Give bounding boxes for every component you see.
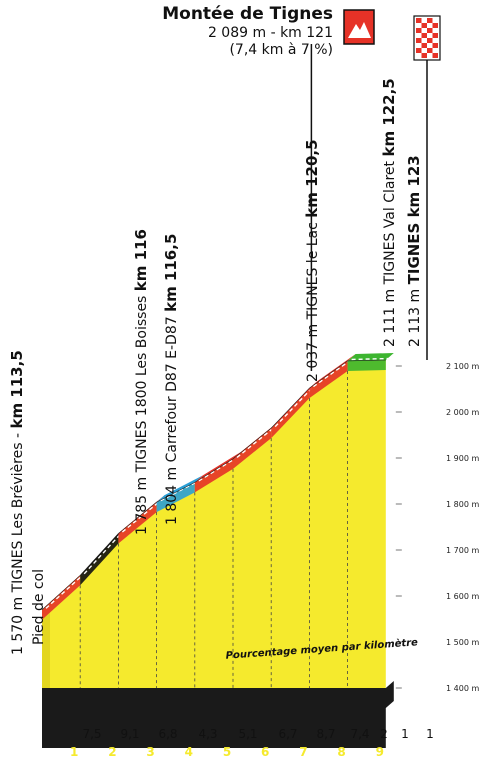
gradient-label: 6,7 (278, 727, 297, 741)
finish-flag-square (421, 23, 427, 28)
road-edge-1 (42, 575, 81, 620)
km-label: 9 (376, 745, 384, 759)
road-edge-4 (156, 482, 195, 513)
finish-flag-square (427, 48, 433, 53)
finish-flag-square (427, 28, 433, 33)
gradient-label: 1 (426, 727, 434, 741)
profile-outline (41, 359, 386, 611)
road-segment-4 (156, 475, 203, 503)
y-tick-label: 1 500 m (446, 638, 479, 647)
gradient-label: 1 (401, 727, 409, 741)
finish-flag-square (416, 48, 422, 53)
waypoint-carrefour-d87: 1 804 m Carrefour D87 E-D87 km 116,5 (162, 233, 180, 525)
km-label: 7 (299, 745, 307, 759)
km-label: 3 (146, 745, 154, 759)
finish-flag-icon (413, 15, 441, 61)
km-label: 4 (185, 745, 193, 759)
finish-flag-square (416, 18, 422, 23)
road-centerline-5 (198, 456, 238, 482)
finish-flag-square (416, 28, 422, 33)
finish-flag-square (421, 43, 427, 48)
y-tick-label: 1 700 m (446, 546, 479, 555)
finish-flag-square (432, 23, 438, 28)
waypoint-tignes-le-lac: 2 037 m TIGNES le Lac km 120,5 (303, 139, 321, 382)
summit-name: Montée de Tignes (162, 4, 333, 24)
road-centerline-2 (83, 531, 123, 575)
gradient-label: 6,8 (158, 727, 177, 741)
finish-flag-square (421, 33, 427, 38)
road-edge-5 (194, 458, 233, 493)
summit-details: 2 089 m - km 121 (7,4 km à 7 %) (208, 25, 333, 59)
gradient-label: 2 (380, 727, 388, 741)
finish-flag-square (421, 53, 427, 58)
finish-flag-square (432, 33, 438, 38)
gradient-label: 8,7 (316, 727, 335, 741)
base-bar (42, 688, 386, 748)
finish-flag-square (416, 38, 422, 43)
road-centerline-9 (351, 357, 390, 361)
road-centerline-6 (236, 426, 276, 458)
finish-flag-square (427, 38, 433, 43)
profile-area (42, 360, 386, 688)
waypoint-les-boisses: 1 785 m TIGNES 1800 Les Boisses km 116 (132, 229, 150, 535)
km-label: 8 (337, 745, 345, 759)
waypoint-pied-de-col: Pied de col (31, 568, 47, 645)
gradient-label: 7,4 (350, 727, 369, 741)
y-tick-label: 1 400 m (446, 684, 479, 693)
summit-climb: (7,4 km à 7 %) (229, 42, 333, 58)
road-edge-9 (347, 360, 386, 371)
profile-side (42, 602, 50, 688)
km-label: 1 (70, 745, 78, 759)
gradient-label: 7,5 (82, 727, 101, 741)
waypoint-finish: 2 113 m TIGNES km 123 (405, 155, 423, 347)
y-tick-label: 1 900 m (446, 454, 479, 463)
km-label: 6 (261, 745, 269, 759)
y-tick-label: 2 000 m (446, 408, 479, 417)
summit-altitude-km: 2 089 m - km 121 (207, 25, 333, 41)
waypoint-val-claret: 2 111 m TIGNES Val Claret km 122,5 (380, 78, 398, 347)
road-edge-8 (309, 360, 348, 399)
road-centerline-4 (160, 480, 200, 502)
finish-flag-square (432, 43, 438, 48)
gradient-label: 9,1 (120, 727, 139, 741)
waypoint-les-brevieres: 1 570 m TIGNES Les Brévières - km 113,5 (8, 350, 26, 655)
km-label: 2 (108, 745, 116, 759)
finish-flag-square (432, 53, 438, 58)
road-segment-5 (194, 451, 241, 483)
road-centerline-3 (121, 500, 162, 533)
road-centerline-7 (274, 386, 314, 428)
mountain-icon (348, 22, 371, 38)
finish-flag-square (427, 18, 433, 23)
km-label: 5 (223, 745, 231, 759)
y-tick-label: 1 800 m (446, 500, 479, 509)
gradient-label: 4,3 (198, 727, 217, 741)
y-tick-label: 2 100 m (446, 362, 479, 371)
y-tick-label: 1 600 m (446, 592, 479, 601)
road-centerline-1 (45, 573, 85, 609)
summit-sign (343, 9, 375, 45)
gradient-label: 5,1 (238, 727, 257, 741)
road-centerline-8 (312, 358, 353, 388)
